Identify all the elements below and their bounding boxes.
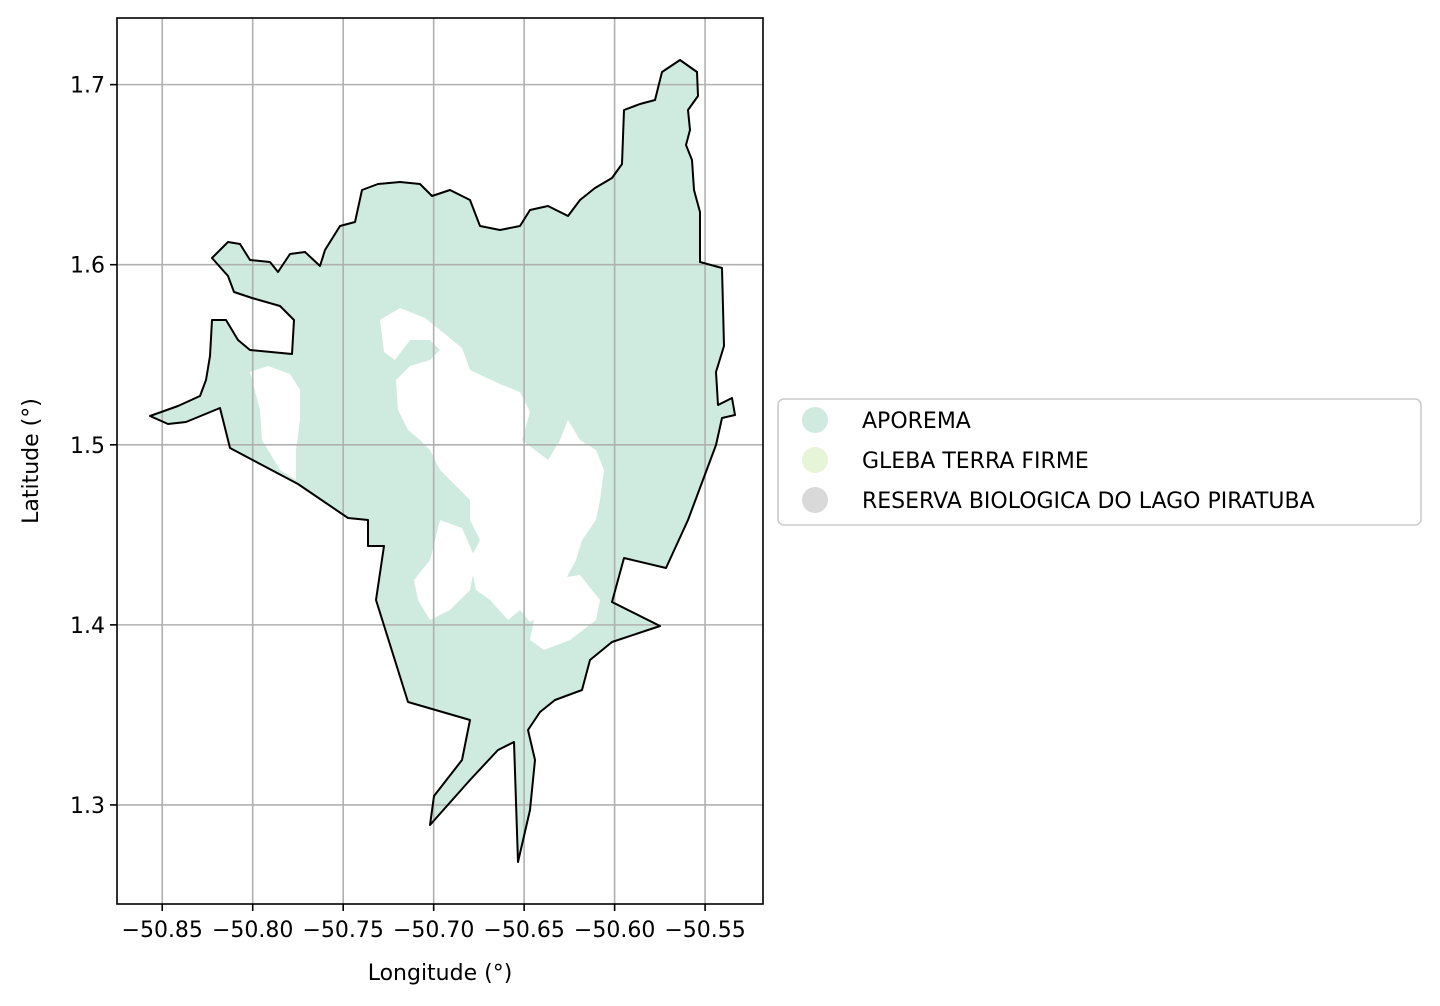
aporema-gap-west xyxy=(250,366,300,480)
grid-lines xyxy=(117,18,763,904)
y-tick-label: 1.4 xyxy=(70,614,105,639)
legend-marker xyxy=(802,447,828,473)
aporema-gap-south xyxy=(414,520,476,620)
legend-label: RESERVA BIOLOGICA DO LAGO PIRATUBA xyxy=(862,489,1315,514)
legend-box xyxy=(777,398,1422,526)
plot-area: −50.85 −50.80 −50.75 −50.70 −50.65 −50.60 −50.… xyxy=(70,17,764,943)
y-ticks: 1.3 1.4 1.5 1.6 1.7 xyxy=(70,74,117,819)
legend-marker xyxy=(802,487,828,513)
x-tick-label: −50.75 xyxy=(302,918,383,943)
y-tick-label: 1.6 xyxy=(70,254,105,279)
y-tick-label: 1.7 xyxy=(70,74,105,99)
x-tick-label: −50.65 xyxy=(483,918,564,943)
area-boundary xyxy=(149,59,736,863)
aporema-gap-southeast xyxy=(530,575,600,650)
x-tick-label: −50.55 xyxy=(664,918,745,943)
legend-label: APOREMA xyxy=(862,409,971,434)
x-tick-label: −50.85 xyxy=(122,918,203,943)
x-tick-label: −50.70 xyxy=(393,918,474,943)
legend: APOREMA GLEBA TERRA FIRME RESERVA BIOLOGIC… xyxy=(777,398,1422,526)
x-ticks: −50.85 −50.80 −50.75 −50.70 −50.65 −50.60 −50.… xyxy=(122,904,746,943)
x-axis-label: Longitude (°) xyxy=(368,961,513,986)
x-tick-label: −50.80 xyxy=(212,918,293,943)
legend-marker xyxy=(802,407,828,433)
y-tick-label: 1.3 xyxy=(70,794,105,819)
y-tick-label: 1.5 xyxy=(70,434,105,459)
y-axis-label: Latitude (°) xyxy=(19,398,44,524)
legend-entries: APOREMA GLEBA TERRA FIRME RESERVA BIOLOGIC… xyxy=(802,407,1315,514)
axes-frame xyxy=(116,17,764,905)
legend-label: GLEBA TERRA FIRME xyxy=(862,449,1089,474)
aporema-gap-main xyxy=(380,308,604,622)
x-tick-label: −50.60 xyxy=(574,918,655,943)
